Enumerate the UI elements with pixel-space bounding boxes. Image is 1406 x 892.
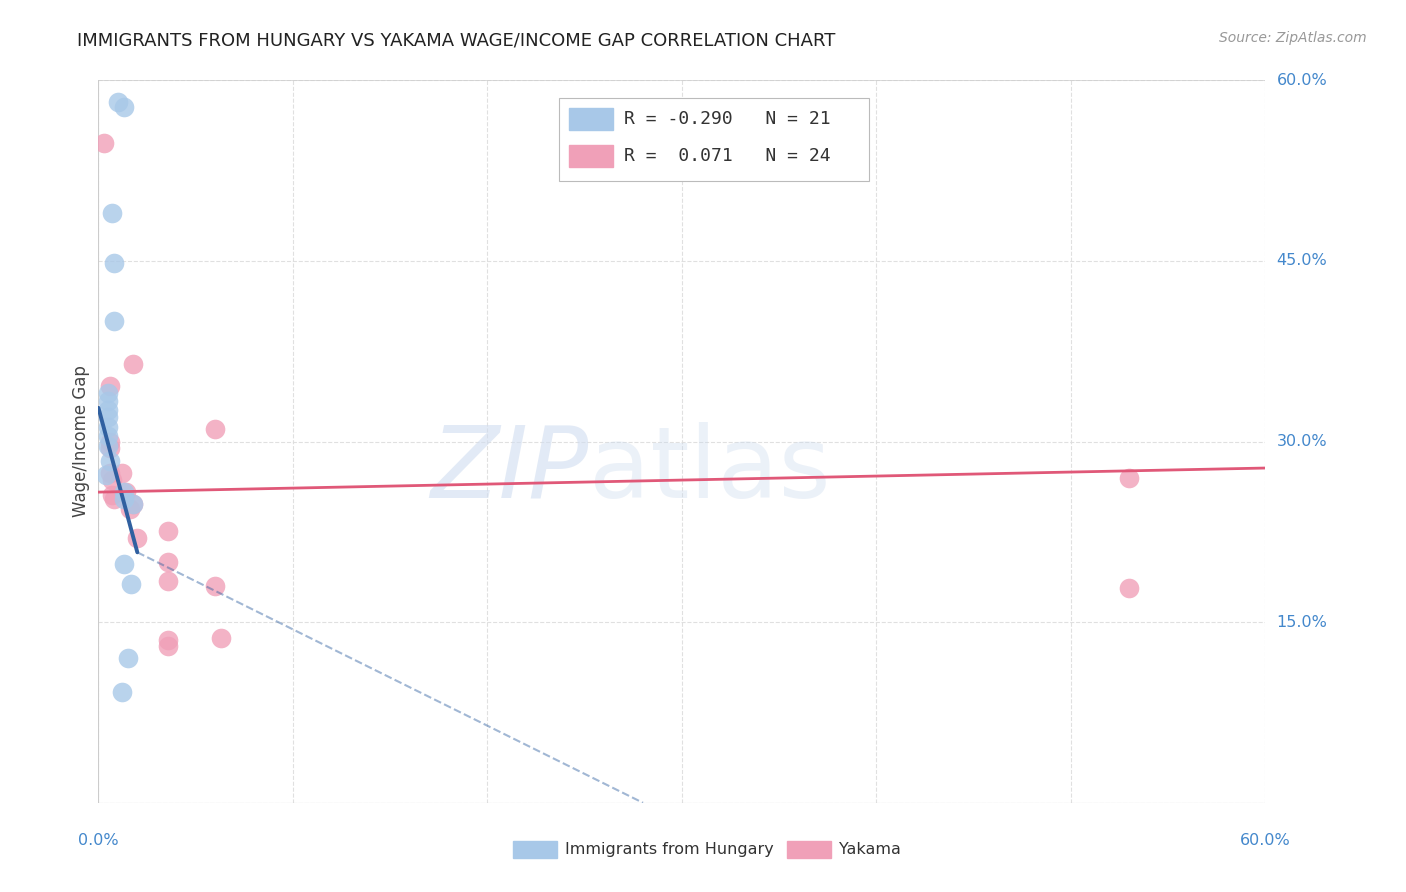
Point <box>157 555 180 569</box>
Point <box>103 492 125 507</box>
Point <box>97 439 120 453</box>
Point <box>97 393 120 408</box>
Point <box>127 531 149 545</box>
Point <box>112 100 135 114</box>
Point <box>157 639 180 653</box>
Point <box>97 403 120 417</box>
Point <box>1118 582 1140 596</box>
Point <box>111 466 134 480</box>
Point <box>112 485 135 500</box>
Bar <box>513 841 557 858</box>
Point <box>98 466 121 480</box>
Text: 0.0%: 0.0% <box>79 833 118 848</box>
Point <box>98 379 121 393</box>
Point <box>112 558 135 572</box>
Point <box>97 428 120 442</box>
Point <box>121 576 143 591</box>
Text: atlas: atlas <box>589 422 830 519</box>
Text: 30.0%: 30.0% <box>1277 434 1327 449</box>
Point <box>101 473 124 487</box>
Point <box>157 524 180 538</box>
Point <box>204 422 226 436</box>
Text: Yakama: Yakama <box>839 842 901 857</box>
Point <box>157 574 180 589</box>
Point <box>98 454 121 468</box>
Point <box>101 487 124 501</box>
Point <box>157 633 180 648</box>
Point <box>122 497 145 511</box>
Point <box>98 441 121 455</box>
Bar <box>568 145 613 167</box>
Point <box>97 386 120 401</box>
Text: R = -0.290   N = 21: R = -0.290 N = 21 <box>624 111 830 128</box>
Point <box>118 502 141 516</box>
Text: 60.0%: 60.0% <box>1277 73 1327 87</box>
Point <box>117 651 139 665</box>
Text: 15.0%: 15.0% <box>1277 615 1327 630</box>
Text: Immigrants from Hungary: Immigrants from Hungary <box>565 842 773 857</box>
Text: ZIP: ZIP <box>430 422 589 519</box>
Text: 45.0%: 45.0% <box>1277 253 1327 268</box>
FancyBboxPatch shape <box>560 98 869 181</box>
Y-axis label: Wage/Income Gap: Wage/Income Gap <box>72 366 90 517</box>
Point <box>1118 470 1140 484</box>
Point <box>122 358 145 372</box>
Point <box>204 579 226 593</box>
Point <box>101 205 124 219</box>
Point <box>114 485 136 500</box>
Text: R =  0.071   N = 24: R = 0.071 N = 24 <box>624 147 830 165</box>
Point <box>103 256 125 270</box>
Bar <box>568 109 613 130</box>
Point <box>98 434 121 449</box>
Point <box>209 631 232 645</box>
Text: Source: ZipAtlas.com: Source: ZipAtlas.com <box>1219 31 1367 45</box>
Point <box>112 492 135 507</box>
Text: IMMIGRANTS FROM HUNGARY VS YAKAMA WAGE/INCOME GAP CORRELATION CHART: IMMIGRANTS FROM HUNGARY VS YAKAMA WAGE/I… <box>77 31 835 49</box>
Point <box>96 468 118 483</box>
Point <box>111 685 134 699</box>
Point <box>103 314 125 328</box>
Point <box>122 497 145 511</box>
Point <box>97 420 120 434</box>
Text: 60.0%: 60.0% <box>1240 833 1291 848</box>
Point <box>93 136 115 150</box>
Bar <box>787 841 831 858</box>
Point <box>107 95 129 109</box>
Point <box>97 410 120 425</box>
